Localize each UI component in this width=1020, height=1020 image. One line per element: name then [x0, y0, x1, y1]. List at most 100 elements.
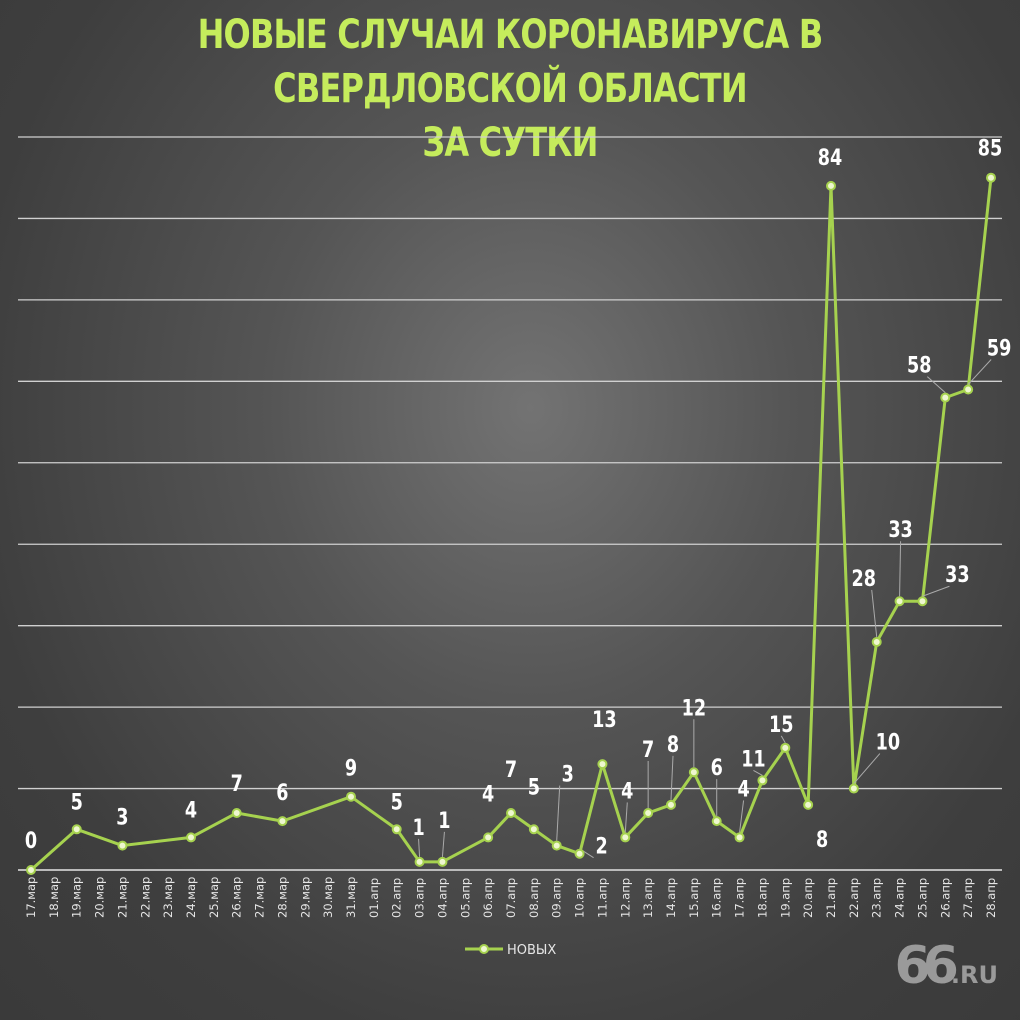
data-point [666, 799, 676, 810]
data-point [506, 807, 516, 818]
data-label: 58 [907, 353, 931, 378]
label-leader-line [670, 755, 674, 800]
x-tick-label: 30.мар [321, 877, 335, 918]
x-tick-label: 19.мар [70, 877, 84, 918]
x-tick-label: 02.апр [390, 878, 404, 918]
data-label: 13 [592, 707, 616, 732]
x-tick-label: 05.апр [458, 878, 472, 918]
x-tick-label: 24.апр [893, 878, 907, 918]
data-point [186, 832, 196, 843]
data-label: 2 [595, 834, 607, 859]
data-point [277, 816, 288, 827]
data-point [437, 856, 448, 867]
label-leader-line [899, 541, 902, 597]
data-point [26, 865, 36, 875]
data-point [871, 636, 882, 647]
data-point [940, 392, 951, 403]
label-leader-line [624, 802, 628, 833]
data-label: 12 [682, 695, 706, 720]
x-tick-label: 28.апр [984, 878, 998, 918]
x-tick-label: 17.мар [24, 877, 38, 918]
x-tick-label: 21.апр [824, 878, 838, 918]
data-label: 8 [667, 732, 679, 757]
logo-number: 66 [894, 936, 959, 996]
legend-label: НОВЫХ [507, 943, 556, 958]
chart-title-line-1: НОВЫЕ СЛУЧАИ КОРОНАВИРУСА В СВЕРДЛОВСКОЙ… [197, 12, 824, 112]
x-tick-label: 11.апр [595, 878, 609, 918]
x-tick-label: 03.апр [413, 878, 427, 918]
x-tick-label: 26.апр [938, 878, 952, 918]
x-tick-label: 20.апр [801, 878, 815, 918]
data-label: 7 [231, 771, 243, 796]
data-label: 33 [945, 562, 969, 587]
data-label: 3 [116, 805, 128, 830]
label-leader-line [441, 831, 445, 857]
data-label: 4 [482, 782, 494, 807]
data-point [848, 783, 859, 794]
data-label: 84 [818, 145, 842, 170]
x-tick-label: 21.мар [115, 877, 129, 918]
data-point [551, 840, 562, 851]
data-point [688, 767, 699, 778]
x-tick-label: 22.мар [138, 877, 152, 918]
data-point [414, 856, 425, 867]
data-point [986, 172, 996, 183]
data-point [71, 824, 82, 835]
data-label: 5 [71, 789, 83, 814]
label-leader-line [922, 585, 950, 597]
data-point [483, 832, 494, 843]
data-label: 33 [888, 517, 912, 542]
label-leader-line [753, 769, 763, 776]
label-leader-line [926, 376, 946, 393]
x-tick-label: 18.мар [47, 877, 61, 918]
x-tick-label: 19.апр [778, 878, 792, 918]
data-label: 9 [345, 756, 357, 781]
data-point [231, 807, 242, 818]
data-point [826, 180, 836, 191]
data-label: 5 [391, 789, 403, 814]
label-leader-line [853, 753, 881, 784]
data-label: 8 [816, 827, 828, 852]
x-tick-label: 31.мар [344, 877, 358, 918]
x-tick-label: 23.мар [161, 877, 175, 918]
label-leader-line [556, 785, 561, 841]
x-tick-label: 23.апр [870, 878, 884, 918]
label-leader-line [739, 800, 745, 833]
x-tick-label: 08.апр [527, 878, 541, 918]
data-point [346, 791, 356, 802]
data-point [757, 775, 768, 786]
x-tick-label: 06.апр [481, 878, 495, 918]
logo-suffix: .RU [950, 961, 998, 989]
data-point [711, 816, 722, 827]
x-tick-label: 09.апр [550, 878, 564, 918]
data-label: 0 [25, 828, 37, 853]
data-point [574, 848, 585, 859]
data-label: 85 [978, 136, 1002, 161]
data-label: 1 [438, 808, 450, 833]
x-tick-label: 15.апр [687, 878, 701, 918]
data-point [780, 742, 791, 753]
x-tick-label: 17.апр [733, 878, 747, 918]
data-label: 11 [741, 747, 765, 772]
legend-marker [479, 944, 489, 954]
data-point [803, 799, 814, 810]
x-tick-label: 13.апр [641, 878, 655, 918]
data-point [734, 832, 745, 843]
data-point [643, 807, 654, 818]
x-tick-label: 10.апр [573, 878, 587, 918]
x-tick-label: 20.мар [93, 877, 107, 918]
x-tick-label: 24.мар [184, 877, 198, 918]
x-tick-label: 18.апр [755, 878, 769, 918]
label-leader-line [780, 735, 786, 744]
x-tick-label: 07.апр [504, 878, 518, 918]
data-label: 7 [642, 737, 654, 762]
data-label: 6 [276, 780, 288, 805]
x-tick-label: 27.мар [253, 877, 267, 918]
x-tick-label: 16.апр [710, 878, 724, 918]
x-tick-label: 29.мар [298, 877, 312, 918]
data-label: 7 [505, 757, 517, 782]
x-tick-label: 12.апр [618, 878, 632, 918]
data-label: 15 [769, 712, 793, 737]
label-leader-line [967, 359, 992, 385]
